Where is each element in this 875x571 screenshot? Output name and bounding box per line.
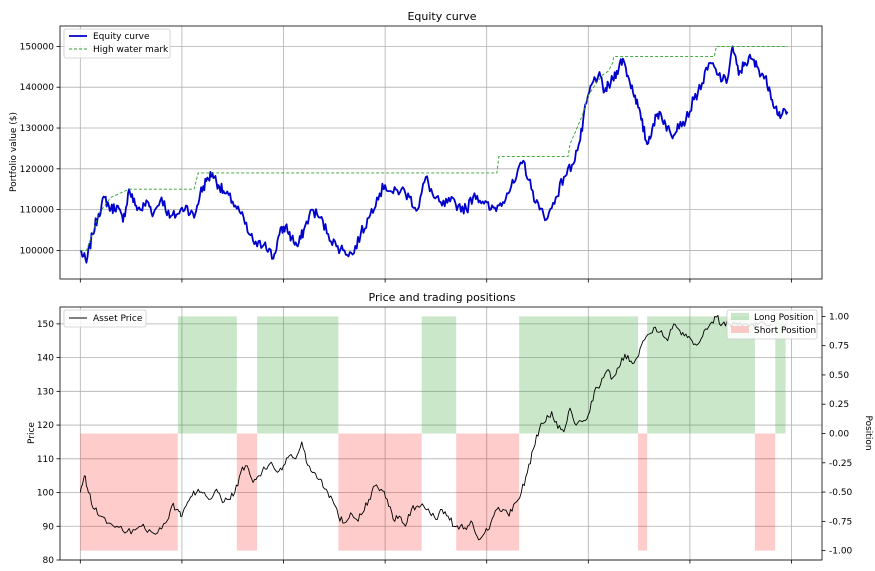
long-position-region bbox=[177, 316, 237, 434]
price-chart-y-tick-label: 110 bbox=[37, 455, 54, 465]
short-position-region bbox=[456, 433, 520, 551]
equity-chart-y-ticks: 100000 110000 120000 130000 140000 150000 bbox=[20, 42, 60, 256]
price-chart-marks bbox=[79, 315, 772, 541]
short-position-region bbox=[236, 433, 258, 551]
long-position-region bbox=[257, 316, 339, 434]
price-chart-grid bbox=[60, 307, 822, 561]
equity-chart-y-tick-label: 110000 bbox=[20, 206, 55, 216]
price-chart-title: Price and trading positions bbox=[369, 291, 516, 304]
price-chart-legend-right: Long Position Short Position bbox=[726, 309, 818, 340]
short-position-region bbox=[338, 433, 422, 551]
position-y-tick-label: 0.25 bbox=[829, 400, 849, 410]
legend-swatch-short-position bbox=[731, 326, 749, 333]
price-chart-y-tick-label: 100 bbox=[37, 489, 54, 499]
high-water-mark-line bbox=[80, 45, 788, 251]
position-y-tick-label: 1.00 bbox=[829, 312, 849, 322]
price-chart-y-tick-label: 130 bbox=[37, 387, 54, 397]
short-position-region bbox=[80, 433, 178, 551]
position-y-tick-label: 0.00 bbox=[829, 430, 849, 440]
long-position-region bbox=[421, 316, 457, 434]
equity-chart-frame bbox=[59, 25, 823, 280]
short-position-region bbox=[638, 433, 648, 551]
long-position-region bbox=[775, 316, 786, 434]
legend-label-asset-price: Asset Price bbox=[93, 314, 143, 324]
equity-chart-title: Equity curve bbox=[407, 10, 476, 23]
equity-chart-x-ticks bbox=[79, 279, 792, 283]
equity-chart-y-tick-label: 150000 bbox=[20, 42, 55, 52]
position-y-ticks: -1.00 -0.75 -0.50 -0.25 0.00 0.25 0.50 0.75 1.00 bbox=[822, 312, 853, 557]
equity-chart-marks bbox=[79, 45, 789, 264]
position-y-tick-label: 0.50 bbox=[829, 371, 849, 381]
price-chart-y-tick-label: 150 bbox=[37, 320, 54, 330]
price-chart-legend-left: Asset Price bbox=[63, 309, 147, 328]
long-position-region bbox=[519, 316, 639, 434]
equity-chart-y-tick-label: 120000 bbox=[20, 165, 55, 175]
position-regions bbox=[80, 316, 786, 551]
legend-swatch-long-position bbox=[731, 313, 749, 320]
position-y-tick-label: -0.25 bbox=[829, 459, 852, 469]
price-chart-y-tick-label: 80 bbox=[43, 556, 55, 566]
position-y-label: Position bbox=[863, 415, 873, 450]
asset-price-line bbox=[79, 315, 772, 541]
price-chart-y-tick-label: 90 bbox=[43, 522, 55, 532]
price-chart-y-tick-label: 140 bbox=[37, 354, 54, 364]
position-y-tick-label: -1.00 bbox=[829, 547, 853, 557]
short-position-region bbox=[754, 433, 776, 551]
price-chart-y-ticks: 80 90 100 110 120 130 140 150 bbox=[37, 320, 60, 566]
legend-label-high-water-mark: High water mark bbox=[93, 45, 169, 55]
position-y-tick-label: 0.75 bbox=[829, 342, 849, 352]
equity-chart-legend: Equity curve High water mark bbox=[63, 28, 171, 59]
price-chart-y-tick-label: 120 bbox=[37, 421, 54, 431]
price-chart: Price and trading positions 80 90 100 110 12… bbox=[27, 291, 873, 566]
equity-chart: Equity curve 100000 110000 120000 130000 140… bbox=[9, 10, 823, 283]
position-y-tick-label: -0.75 bbox=[829, 517, 852, 527]
price-chart-x-ticks bbox=[79, 560, 792, 564]
legend-label-equity-curve: Equity curve bbox=[93, 32, 150, 42]
equity-chart-y-label: Portfolio value ($) bbox=[9, 112, 19, 192]
legend-label-long-position: Long Position bbox=[754, 313, 814, 323]
equity-chart-y-tick-label: 130000 bbox=[20, 124, 55, 134]
legend-label-short-position: Short Position bbox=[754, 326, 816, 336]
equity-chart-y-tick-label: 140000 bbox=[20, 83, 55, 93]
equity-chart-y-tick-label: 100000 bbox=[20, 246, 55, 256]
position-y-tick-label: -0.50 bbox=[829, 488, 853, 498]
equity-curve-line bbox=[79, 45, 789, 264]
price-chart-y-label: Price bbox=[27, 422, 37, 444]
